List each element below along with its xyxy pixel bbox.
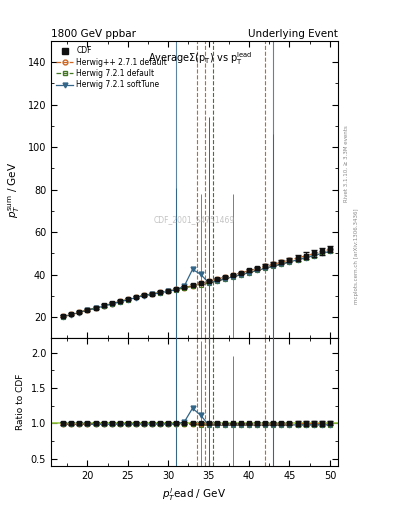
Text: mcplots.cern.ch [arXiv:1306.3436]: mcplots.cern.ch [arXiv:1306.3436] xyxy=(354,208,359,304)
X-axis label: $p_T^l$ead / GeV: $p_T^l$ead / GeV xyxy=(162,486,227,503)
Text: Underlying Event: Underlying Event xyxy=(248,29,338,39)
Text: Average$\Sigma$(p$_{\rm T}$) vs p$_{\rm T}^{\rm lead}$: Average$\Sigma$(p$_{\rm T}$) vs p$_{\rm … xyxy=(148,50,252,67)
Text: 1800 GeV ppbar: 1800 GeV ppbar xyxy=(51,29,136,39)
Text: CDF_2001_S4751469: CDF_2001_S4751469 xyxy=(154,215,235,224)
Y-axis label: $p_T^{\rm sum}$ / GeV: $p_T^{\rm sum}$ / GeV xyxy=(7,161,22,218)
Text: Rivet 3.1.10, ≥ 3.3M events: Rivet 3.1.10, ≥ 3.3M events xyxy=(344,125,349,202)
Y-axis label: Ratio to CDF: Ratio to CDF xyxy=(16,374,25,431)
Legend: CDF, Herwig++ 2.7.1 default, Herwig 7.2.1 default, Herwig 7.2.1 softTune: CDF, Herwig++ 2.7.1 default, Herwig 7.2.… xyxy=(53,43,170,92)
